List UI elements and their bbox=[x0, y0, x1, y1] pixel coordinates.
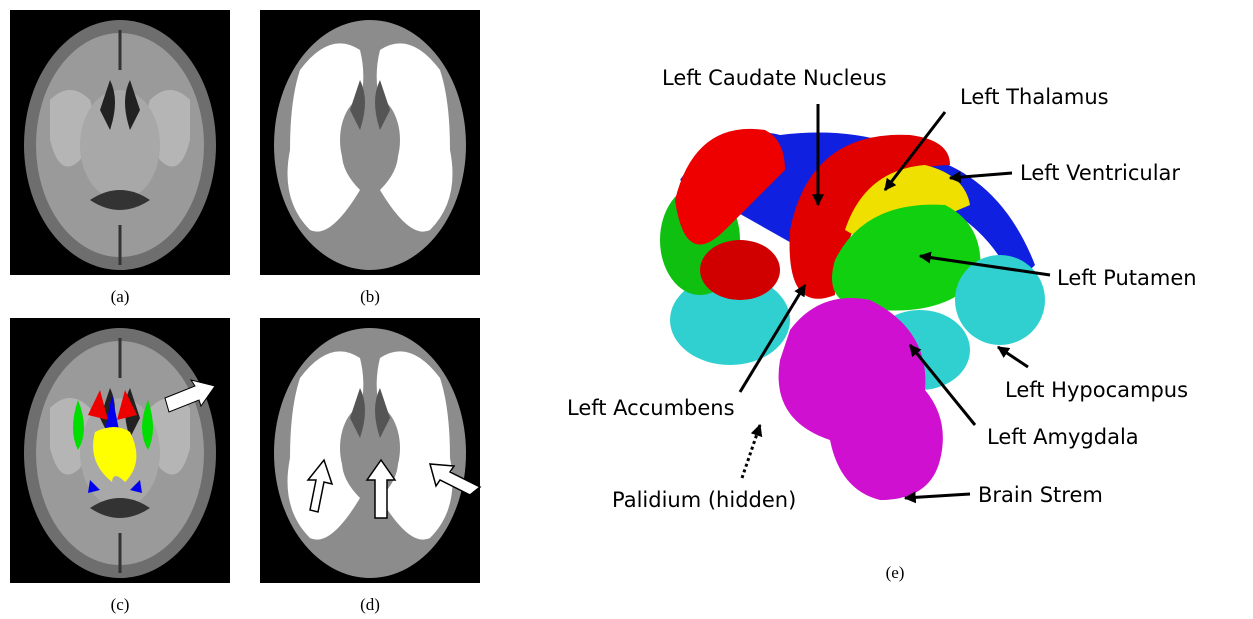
structure-label: Left Amygdala bbox=[987, 425, 1139, 449]
structure-label: Brain Strem bbox=[978, 483, 1103, 507]
structure-label: Left Accumbens bbox=[567, 396, 735, 420]
segmented-slice-corrected bbox=[260, 318, 480, 583]
caption: (b) bbox=[360, 287, 380, 306]
structure-label: Left Thalamus bbox=[960, 85, 1109, 109]
mri-slice bbox=[10, 10, 230, 275]
caption: (e) bbox=[886, 563, 905, 582]
figure: (a) (b) (c) (d) (e) Left Caudate Nucleus… bbox=[0, 0, 1253, 619]
structure-label: Palidium (hidden) bbox=[612, 488, 796, 512]
structure-label: Left Caudate Nucleus bbox=[662, 66, 887, 90]
caption: (a) bbox=[111, 287, 130, 306]
structure-label: Left Ventricular bbox=[1020, 161, 1180, 185]
segmented-slice bbox=[260, 10, 480, 275]
caption: (d) bbox=[360, 595, 380, 614]
caption: (c) bbox=[111, 595, 130, 614]
structure-label: Left Putamen bbox=[1057, 266, 1197, 290]
structure-label: Left Hypocampus bbox=[1005, 378, 1188, 402]
